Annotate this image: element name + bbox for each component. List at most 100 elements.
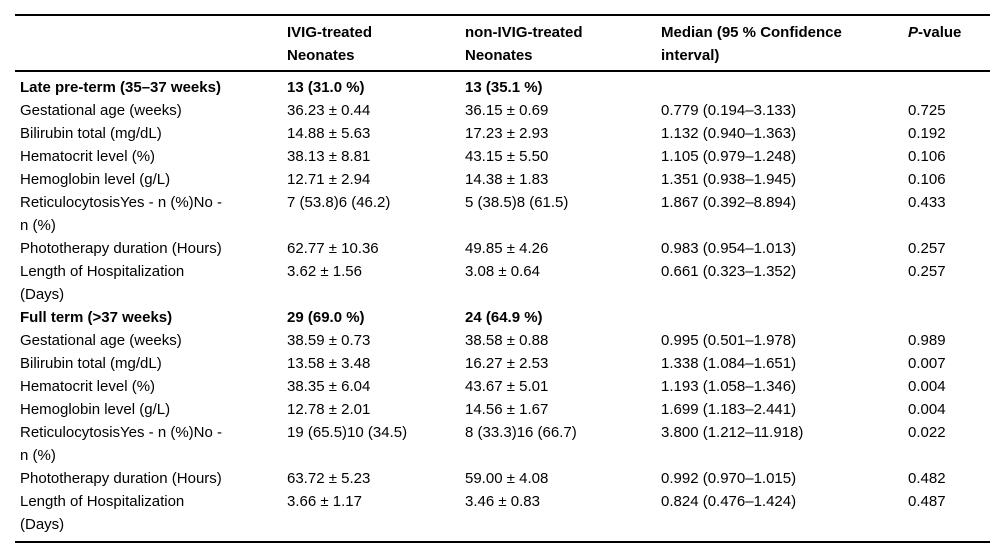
ivig-value: 7 (53.8)6 (46.2) xyxy=(287,194,391,211)
non-ivig-value: 43.15 ± 5.50 xyxy=(465,148,549,165)
median-ci-value: 1.699 (1.183–2.441) xyxy=(661,401,797,418)
row-label: Length of Hospitalization (Days) xyxy=(20,263,185,303)
p-value-cell: 0.257 xyxy=(908,240,946,257)
non-ivig-value: 3.46 ± 0.83 xyxy=(465,493,540,510)
median-ci-value: 0.661 (0.323–1.352) xyxy=(661,263,797,280)
non-ivig-value: 16.27 ± 2.53 xyxy=(465,355,549,372)
row-label: Hemoglobin level (g/L) xyxy=(20,171,171,188)
median-ci-value: 0.824 (0.476–1.424) xyxy=(661,493,797,510)
column-header-ivig-treated: IVIG-treated Neonates xyxy=(287,15,465,72)
non-ivig-value: 59.00 ± 4.08 xyxy=(465,470,549,487)
p-value-cell: 0.989 xyxy=(908,332,946,349)
median-ci-value: 1.132 (0.940–1.363) xyxy=(661,125,797,142)
non-ivig-value: 14.56 ± 1.67 xyxy=(465,401,549,418)
ivig-value: 14.88 ± 5.63 xyxy=(287,125,371,142)
median-ci-value: 1.338 (1.084–1.651) xyxy=(661,355,797,372)
table-header: IVIG-treated Neonates non-IVIG-treated N… xyxy=(15,15,990,72)
ivig-value: 63.72 ± 5.23 xyxy=(287,470,371,487)
ivig-value: 3.62 ± 1.56 xyxy=(287,263,362,280)
row-label: ReticulocytosisYes - n (%)No - n (%) xyxy=(20,424,223,464)
table-row: Length of Hospitalization (Days) 3.66 ± 1… xyxy=(15,490,990,542)
row-label: Bilirubin total (mg/dL) xyxy=(20,355,162,372)
ivig-value: 12.71 ± 2.94 xyxy=(287,171,371,188)
row-label: Length of Hospitalization (Days) xyxy=(20,493,185,533)
p-value-cell: 0.482 xyxy=(908,470,946,487)
ivig-value: 36.23 ± 0.44 xyxy=(287,102,371,119)
ivig-value: 38.35 ± 6.04 xyxy=(287,378,371,395)
non-ivig-value: 24 (64.9 %) xyxy=(465,309,543,326)
row-label: Phototherapy duration (Hours) xyxy=(20,240,222,257)
row-label: Phototherapy duration (Hours) xyxy=(20,470,222,487)
column-header-p-value: P-value xyxy=(908,15,990,72)
table-row: Gestational age (weeks) 36.23 ± 0.44 36.15… xyxy=(15,99,990,122)
table-row: Bilirubin total (mg/dL) 14.88 ± 5.63 17.23… xyxy=(15,122,990,145)
row-label: Hematocrit level (%) xyxy=(20,378,156,395)
ivig-value: 13.58 ± 3.48 xyxy=(287,355,371,372)
non-ivig-value: 3.08 ± 0.64 xyxy=(465,263,540,280)
section-header-row: Full term (>37 weeks) 29 (69.0 %) 24 (64.9… xyxy=(15,306,990,329)
table-row: Phototherapy duration (Hours) 62.77 ± 10.… xyxy=(15,237,990,260)
median-ci-value: 1.193 (1.058–1.346) xyxy=(661,378,797,395)
row-label: Full term (>37 weeks) xyxy=(20,309,173,326)
median-ci-value: 0.983 (0.954–1.013) xyxy=(661,240,797,257)
row-label: Gestational age (weeks) xyxy=(20,102,182,119)
p-value-cell: 0.004 xyxy=(908,378,946,395)
ivig-value: 12.78 ± 2.01 xyxy=(287,401,371,418)
non-ivig-value: 17.23 ± 2.93 xyxy=(465,125,549,142)
column-header-median-ci: Median (95 % Confidence interval) xyxy=(661,15,908,72)
median-ci-value: 0.995 (0.501–1.978) xyxy=(661,332,797,349)
median-ci-value: 3.800 (1.212–11.918) xyxy=(661,424,804,441)
ivig-value: 38.13 ± 8.81 xyxy=(287,148,371,165)
table-row: Hematocrit level (%) 38.35 ± 6.04 43.67 ± … xyxy=(15,375,990,398)
row-label: Late pre-term (35–37 weeks) xyxy=(20,79,221,96)
p-value-cell: 0.725 xyxy=(908,102,946,119)
ivig-value: 29 (69.0 %) xyxy=(287,309,365,326)
row-label: Bilirubin total (mg/dL) xyxy=(20,125,162,142)
p-value-cell: 0.192 xyxy=(908,125,946,142)
non-ivig-value: 8 (33.3)16 (66.7) xyxy=(465,424,577,441)
non-ivig-value: 49.85 ± 4.26 xyxy=(465,240,549,257)
ivig-value: 13 (31.0 %) xyxy=(287,79,365,96)
median-ci-value: 0.779 (0.194–3.133) xyxy=(661,102,797,119)
non-ivig-value: 14.38 ± 1.83 xyxy=(465,171,549,188)
table-row: Phototherapy duration (Hours) 63.72 ± 5.2… xyxy=(15,467,990,490)
p-value-cell: 0.257 xyxy=(908,263,946,280)
median-ci-value: 1.105 (0.979–1.248) xyxy=(661,148,797,165)
p-value-cell: 0.106 xyxy=(908,148,946,165)
non-ivig-value: 38.58 ± 0.88 xyxy=(465,332,549,349)
ivig-value: 19 (65.5)10 (34.5) xyxy=(287,424,408,441)
row-label: Hematocrit level (%) xyxy=(20,148,156,165)
section-header-row: Late pre-term (35–37 weeks) 13 (31.0 %) 13… xyxy=(15,71,990,99)
table-body: Late pre-term (35–37 weeks) 13 (31.0 %) 13… xyxy=(15,71,990,542)
table-row: Bilirubin total (mg/dL) 13.58 ± 3.48 16.27… xyxy=(15,352,990,375)
table-row: Length of Hospitalization (Days) 3.62 ± 1… xyxy=(15,260,990,306)
row-label: Gestational age (weeks) xyxy=(20,332,182,349)
ivig-value: 62.77 ± 10.36 xyxy=(287,240,379,257)
column-header-non-ivig-treated: non-IVIG-treated Neonates xyxy=(465,15,661,72)
p-value-cell: 0.106 xyxy=(908,171,946,188)
p-value-cell xyxy=(908,306,990,329)
non-ivig-value: 5 (38.5)8 (61.5) xyxy=(465,194,569,211)
non-ivig-value: 36.15 ± 0.69 xyxy=(465,102,549,119)
p-value-cell: 0.433 xyxy=(908,194,946,211)
neonates-comparison-table: IVIG-treated Neonates non-IVIG-treated N… xyxy=(15,14,990,543)
p-value-cell: 0.007 xyxy=(908,355,946,372)
column-header-empty xyxy=(15,15,287,72)
ivig-value: 38.59 ± 0.73 xyxy=(287,332,371,349)
table-row: Gestational age (weeks) 38.59 ± 0.73 38.58… xyxy=(15,329,990,352)
table-row: Hematocrit level (%) 38.13 ± 8.81 43.15 ± … xyxy=(15,145,990,168)
row-label: Hemoglobin level (g/L) xyxy=(20,401,171,418)
p-value-cell: 0.487 xyxy=(908,493,946,510)
median-ci-value: 1.351 (0.938–1.945) xyxy=(661,171,797,188)
row-label: ReticulocytosisYes - n (%)No - n (%) xyxy=(20,194,223,234)
p-value-cell: 0.022 xyxy=(908,424,946,441)
p-value-italic-p: P xyxy=(908,24,919,41)
p-value-cell xyxy=(908,71,990,99)
ivig-value: 3.66 ± 1.17 xyxy=(287,493,362,510)
median-ci-value: 0.992 (0.970–1.015) xyxy=(661,470,797,487)
table-row: Hemoglobin level (g/L) 12.71 ± 2.94 14.38 … xyxy=(15,168,990,191)
median-ci-value: 1.867 (0.392–8.894) xyxy=(661,194,797,211)
table-row: Hemoglobin level (g/L) 12.78 ± 2.01 14.56 … xyxy=(15,398,990,421)
median-ci-value xyxy=(661,306,908,329)
table-row: ReticulocytosisYes - n (%)No - n (%) 7 (5… xyxy=(15,191,990,237)
